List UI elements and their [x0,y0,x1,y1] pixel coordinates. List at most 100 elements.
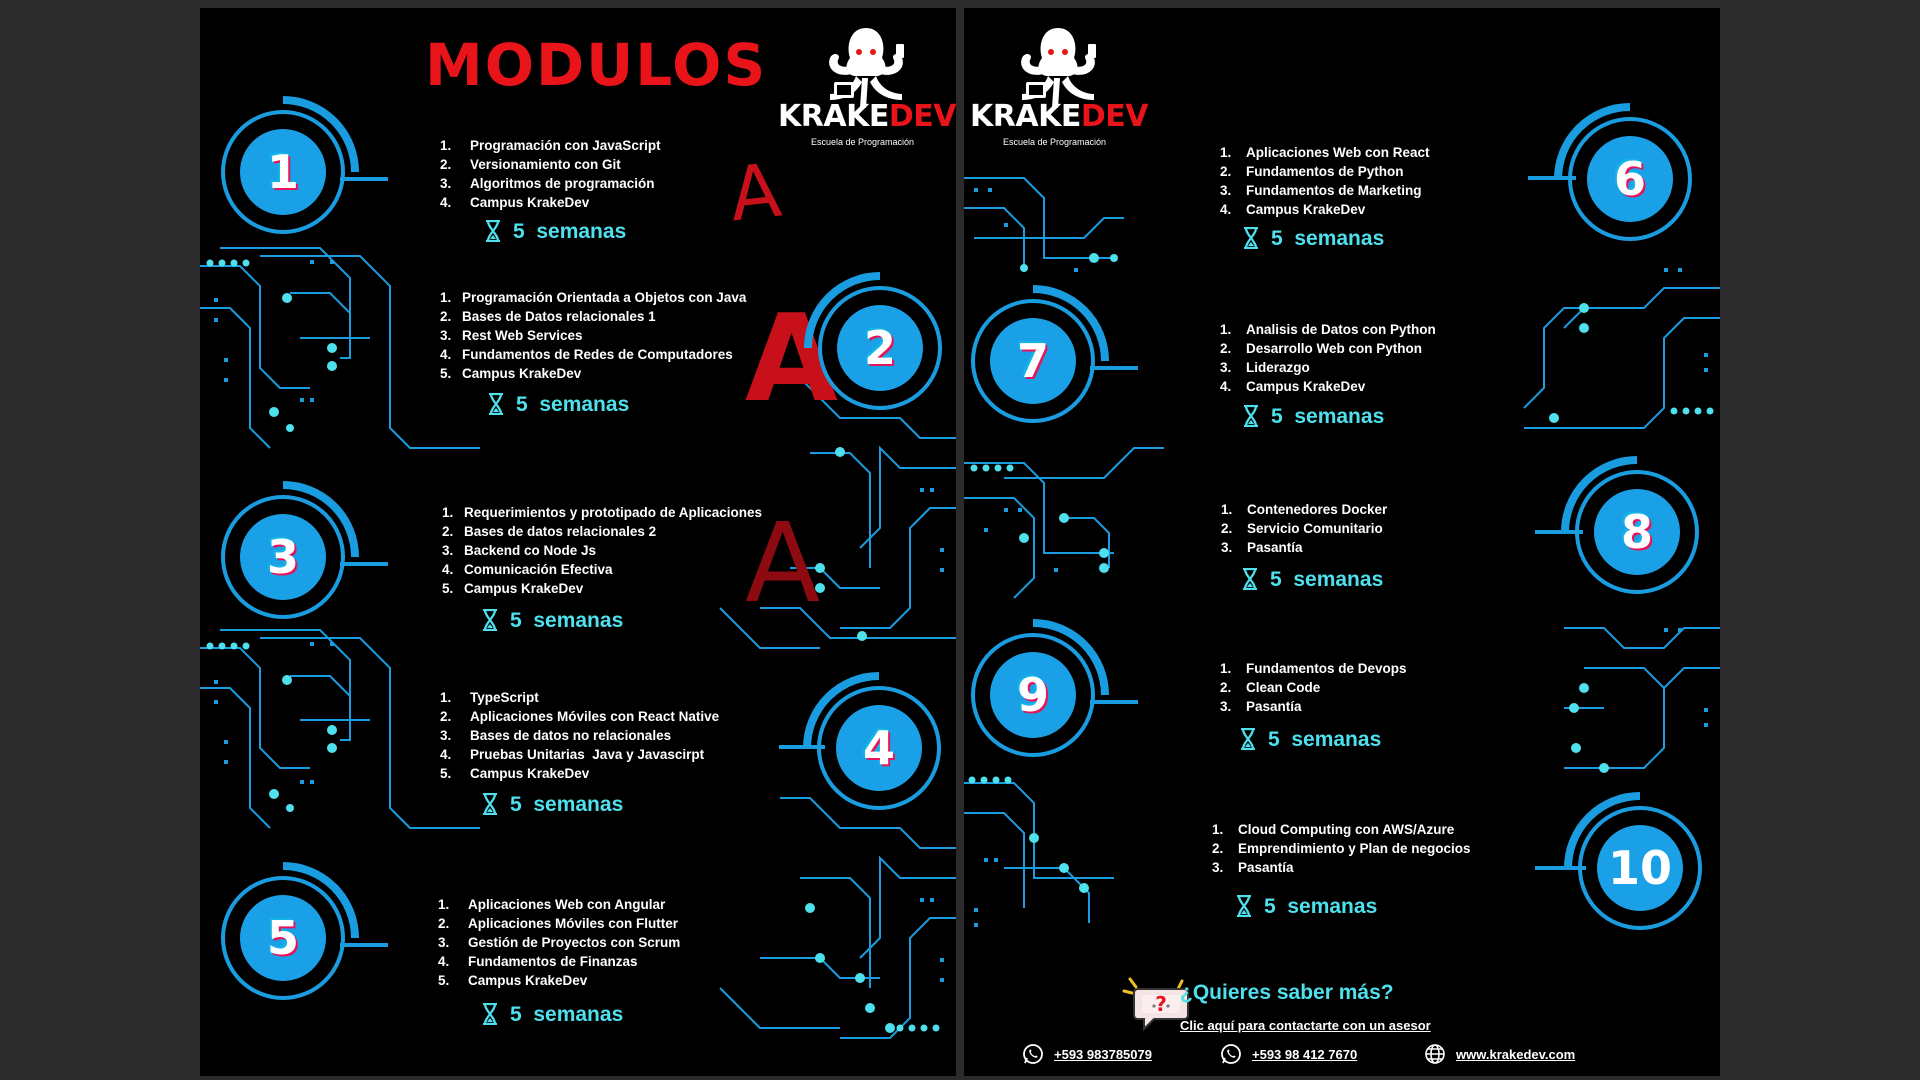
topic-text: Liderazgo [1246,360,1310,375]
duration-text: 5 semanas [513,219,627,243]
circuit-decoration-right [964,177,1720,927]
topic-text: Contenedores Docker [1247,502,1388,517]
module-1-topics: 1. Programación con JavaScript 2. Versiona… [440,136,661,212]
list-item: 3. Gestión de Proyectos con Scrum [438,935,681,950]
module-9-topics: 1. Fundamentos de Devops 2. Clean Code 3. P… [1220,659,1407,716]
contact-whatsapp-2[interactable]: +593 98 412 7670 [1220,1043,1357,1065]
whatsapp-icon [1022,1043,1044,1065]
chat-question-icon: ? [1120,975,1192,1042]
topic-text: Comunicación Efectiva [464,562,613,577]
list-item: 3. Pasantía [1221,540,1303,555]
topic-text: Aplicaciones Móviles con Flutter [468,916,679,931]
logo-tagline: Escuela de Programación [811,137,915,147]
list-item: 1. Programación Orientada a Objetos con J… [440,290,747,305]
duration-text: 5 semanas [510,608,624,632]
list-item: 4. Comunicación Efectiva [442,562,613,577]
topic-text: Bases de datos no relacionales [470,728,672,743]
topic-text: Aplicaciones Web con Angular [468,897,666,912]
progress-ring-icon [971,619,1138,757]
duration-text: 5 semanas [1268,727,1382,751]
contact-website[interactable]: www.krakedev.com [1424,1043,1575,1065]
duration-text: 5 semanas [510,792,624,816]
module-number: 3 [266,530,299,584]
topic-text: Campus KrakeDev [462,366,582,381]
module-5-duration: 5 semanas [482,1003,623,1025]
topic-text: Campus KrakeDev [468,973,588,988]
list-item: 1. Analisis de Datos con Python [1220,322,1436,337]
hourglass-icon [482,793,498,815]
globe-icon [1424,1043,1446,1065]
module-3-duration: 5 semanas [482,609,623,631]
topic-text: Cloud Computing con AWS/Azure [1238,822,1455,837]
contact-whatsapp-1[interactable]: +593 983785079 [1022,1043,1152,1065]
list-item: 3. Bases de datos no relacionales [440,728,672,743]
topic-text: Pruebas Unitarias Java y Javascirpt [470,747,705,762]
list-item: 1. Aplicaciones Web con React [1220,145,1430,160]
topic-text: Programación con JavaScript [470,138,661,153]
topic-text: Campus KrakeDev [464,581,584,596]
list-item: 2. Versionamiento con Git [440,157,621,172]
list-item: 2. Aplicaciones Móviles con React Native [440,709,720,724]
topic-text: Fundamentos de Redes de Computadores [462,347,733,362]
topic-text: Campus KrakeDev [1246,379,1366,394]
topic-text: Fundamentos de Devops [1246,661,1407,676]
progress-ring-icon [971,285,1138,423]
topic-text: Servicio Comunitario [1247,521,1383,536]
list-item: 1. Fundamentos de Devops [1220,661,1407,676]
module-badge-6: 6 [1545,94,1715,264]
module-4-duration: 5 semanas [482,793,623,815]
cta-link[interactable]: Clic aquí para contactarte con un asesor [1180,1018,1431,1033]
topic-text: Emprendimiento y Plan de negocios [1238,841,1471,856]
list-item: 1. TypeScript [440,690,539,705]
logo-brand: KRAKEDEV [778,102,956,132]
module-8-duration: 5 semanas [1242,568,1383,590]
module-number: 6 [1613,152,1646,206]
list-item: 5. Campus KrakeDev [440,366,582,381]
list-item: 3. Fundamentos de Marketing [1220,183,1422,198]
list-item: 2. Aplicaciones Móviles con Flutter [438,916,679,931]
module-7-topics: 1. Analisis de Datos con Python 2. Desarro… [1220,320,1436,396]
list-item: 2. Emprendimiento y Plan de negocios [1212,841,1471,856]
topic-text: Backend co Node Js [464,543,597,558]
hourglass-icon [482,609,498,631]
topic-text: Bases de datos relacionales 2 [464,524,657,539]
topic-text: Programación Orientada a Objetos con Jav… [462,290,747,305]
list-item: 3. Pasantía [1212,860,1294,875]
module-2-duration: 5 semanas [488,393,629,415]
cta-question: ¿Quieres saber más? [1180,981,1394,1004]
list-item: 3. Rest Web Services [440,328,583,343]
list-item: 1. Cloud Computing con AWS/Azure [1212,822,1455,837]
module-6-duration: 5 semanas [1243,227,1384,249]
list-item: 5. Campus KrakeDev [438,973,588,988]
list-item: 5. Campus KrakeDev [440,766,590,781]
topic-text: Campus KrakeDev [1246,202,1366,217]
topic-text: Campus KrakeDev [470,195,590,210]
module-5-topics: 1. Aplicaciones Web con Angular 2. Aplicac… [438,895,680,990]
circuit-decoration-left [200,247,956,1039]
topic-text: Fundamentos de Python [1246,164,1404,179]
topic-text: Pasantía [1238,860,1294,875]
module-8-topics: 1. Contenedores Docker 2. Servicio Comunit… [1221,500,1387,557]
duration-text: 5 semanas [510,1002,624,1026]
module-7-duration: 5 semanas [1243,405,1384,427]
list-item: 2. Bases de datos relacionales 2 [442,524,657,539]
topic-text: Clean Code [1246,680,1321,695]
list-item: 2. Clean Code [1220,680,1321,695]
list-item: 5. Campus KrakeDev [442,581,584,596]
whatsapp-icon [1220,1043,1242,1065]
page-title: MODULOS [425,31,768,99]
module-number: 4 [862,721,895,775]
list-item: 3. Liderazgo [1220,360,1310,375]
krakedev-logo: KRAKEDEV Escuela de Programación [970,24,1148,154]
topic-text: Versionamiento con Git [470,157,621,172]
module-number: 7 [1016,334,1049,388]
list-item: 3. Pasantía [1220,699,1302,714]
hourglass-icon [485,220,501,242]
topic-text: Gestión de Proyectos con Scrum [468,935,681,950]
hourglass-icon [1242,568,1258,590]
progress-ring-icon [221,862,388,1000]
module-badge-7: 7 [948,276,1138,446]
progress-ring-icon [804,272,942,410]
module-badge-5: 5 [198,853,388,1023]
